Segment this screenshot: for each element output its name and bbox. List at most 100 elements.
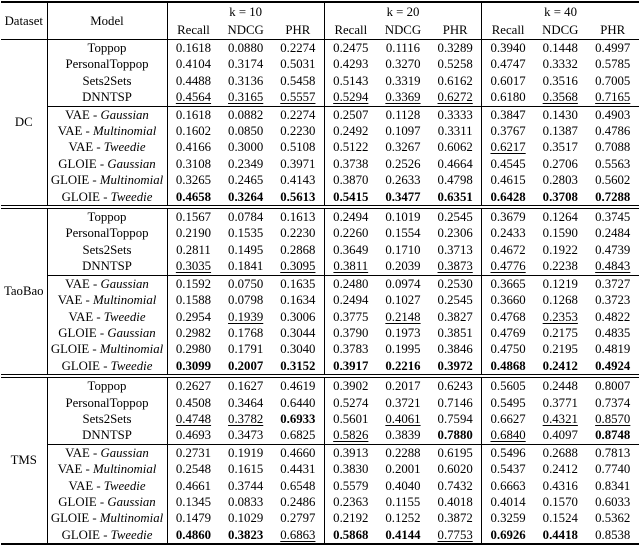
metric-value: 0.3771	[542, 395, 578, 410]
metric-value: 0.1768	[228, 325, 264, 340]
metric-value: 0.3811	[333, 259, 369, 274]
metric-value: 0.3473	[228, 428, 264, 443]
metric-value: 0.1841	[228, 259, 264, 274]
metric-value: 0.5605	[490, 379, 526, 394]
table-row: VAE - Multinomial 0.1602 0.0850 0.2230 0.249…	[1, 123, 639, 140]
metric-value: 0.4321	[542, 411, 578, 426]
metric-value: 0.3679	[490, 210, 526, 225]
model-label: VAE - Multinomial	[47, 292, 168, 309]
metric-value: 0.3783	[333, 342, 369, 357]
metric-value: 0.1635	[271, 274, 325, 293]
metric-value: 0.2811	[176, 242, 211, 257]
metric-value: 0.4144	[385, 527, 421, 542]
metric-value: 0.5826	[333, 428, 369, 443]
metric-value: 0.3873	[429, 258, 483, 276]
metric-value: 0.2433	[490, 226, 526, 241]
metric-value: 0.3708	[542, 189, 578, 204]
metric-value: 0.5294	[333, 90, 369, 105]
metric-value: 0.1592	[167, 274, 220, 293]
model-label: VAE - Multinomial	[47, 461, 168, 478]
metric-value: 0.1097	[385, 124, 421, 139]
metric-value: 0.3902	[333, 379, 369, 394]
model-label: VAE - Tweedie	[47, 308, 168, 325]
dataset-block: TMS Toppop 0.2627 0.1627 0.4619 0.3902 0.2017 0…	[1, 376, 639, 545]
metric-value: 0.1268	[542, 293, 578, 308]
metric-value: 0.7753	[429, 526, 483, 545]
table-row: DNNTSP 0.3035 0.1841 0.3095 0.3811 0.2039 0.38…	[1, 258, 639, 276]
model-label: Sets2Sets	[47, 72, 168, 90]
header-metric: Recall	[491, 23, 525, 37]
table-row: Sets2Sets 0.2811 0.1495 0.2868 0.3649 0.1710 0…	[1, 241, 639, 259]
model-label: DNNTSP	[47, 427, 168, 445]
metric-value: 0.1922	[542, 242, 578, 257]
header-k-group: k = 20	[324, 2, 483, 21]
metric-value: 0.0880	[228, 41, 264, 55]
metric-value: 0.4786	[595, 124, 631, 139]
header-metric: NDCG	[384, 23, 422, 37]
metric-value: 0.4843	[595, 259, 631, 274]
results-table: Dataset Model k = 10 k = 20 k = 40 Recall NDCG…	[1, 1, 639, 546]
header-metric: PHR	[271, 21, 325, 40]
metric-value: 0.2260	[333, 226, 369, 241]
table-row: PersonalToppop 0.4508 0.3464 0.6440 0.5274 0.…	[1, 394, 639, 411]
metric-value: 0.4748	[175, 411, 212, 426]
metric-value: 0.4819	[595, 342, 631, 357]
header-metric: Recall	[177, 23, 210, 37]
table-row: DC Toppop 0.1618 0.0880 0.2274 0.2475 0.1116 0.…	[1, 39, 639, 208]
metric-value: 0.2412	[542, 358, 578, 373]
metric-value: 0.1128	[376, 105, 430, 124]
metric-value: 0.1155	[385, 494, 421, 509]
metric-value: 0.3913	[324, 443, 377, 462]
metric-value: 0.1345	[175, 494, 212, 509]
table-row: GLOIE - Multinomial 0.2980 0.1791 0.3040 0.3…	[1, 341, 639, 358]
metric-value: 0.2480	[324, 274, 377, 293]
metric-value: 0.6933	[271, 410, 325, 428]
metric-value: 0.1588	[175, 293, 212, 308]
metric-value: 0.3319	[385, 73, 421, 88]
metric-value: 0.5602	[595, 173, 631, 188]
metric-value: 0.2954	[175, 309, 212, 324]
metric-value: 0.5031	[271, 56, 325, 73]
metric-value: 0.2731	[167, 443, 220, 462]
metric-value: 0.4564	[175, 90, 212, 105]
metric-value: 0.1535	[228, 226, 264, 241]
metric-value: 0.2530	[429, 274, 483, 293]
table-row: VAE - Gaussian 0.1618 0.0882 0.2274 0.2507 0.…	[1, 105, 639, 124]
metric-value: 0.2195	[542, 342, 578, 357]
metric-value: 0.4014	[490, 494, 526, 509]
metric-value: 0.4776	[490, 259, 526, 274]
metric-value: 0.6863	[271, 526, 325, 545]
metric-value: 0.4924	[595, 358, 631, 373]
dataset-label: TaoBao	[1, 207, 48, 377]
metric-value: 0.1939	[228, 309, 264, 324]
metric-value: 0.3311	[429, 123, 483, 140]
metric-value: 0.3872	[429, 510, 483, 527]
metric-value: 0.5785	[595, 57, 631, 72]
metric-value: 0.5458	[271, 72, 325, 90]
metric-value: 0.2494	[333, 293, 369, 308]
metric-value: 0.6217	[490, 140, 526, 155]
header-metric: PHR	[600, 23, 626, 37]
metric-value: 0.0974	[376, 274, 430, 293]
metric-value: 0.3744	[228, 478, 264, 493]
metric-value: 0.2274	[271, 39, 325, 57]
header-metric: NDCG	[542, 23, 579, 37]
metric-value: 0.4798	[429, 172, 483, 189]
metric-value: 0.4488	[175, 73, 212, 88]
dataset-label: DC	[1, 39, 48, 208]
metric-value: 0.5362	[595, 511, 631, 526]
metric-value: 0.2353	[542, 309, 578, 324]
metric-value: 0.1570	[542, 494, 578, 509]
model-label: GLOIE - Gaussian	[47, 493, 168, 511]
metric-value: 0.6428	[490, 189, 526, 204]
header-metric: PHR	[429, 21, 483, 40]
metric-value: 0.1710	[385, 242, 421, 257]
metric-value: 0.4619	[271, 376, 325, 395]
metric-value: 0.3040	[271, 341, 325, 358]
metric-value: 0.3851	[429, 324, 483, 342]
metric-value: 0.2868	[271, 241, 325, 259]
metric-value: 0.3723	[595, 293, 631, 308]
metric-value: 0.1430	[534, 105, 587, 124]
metric-value: 0.4615	[490, 173, 526, 188]
